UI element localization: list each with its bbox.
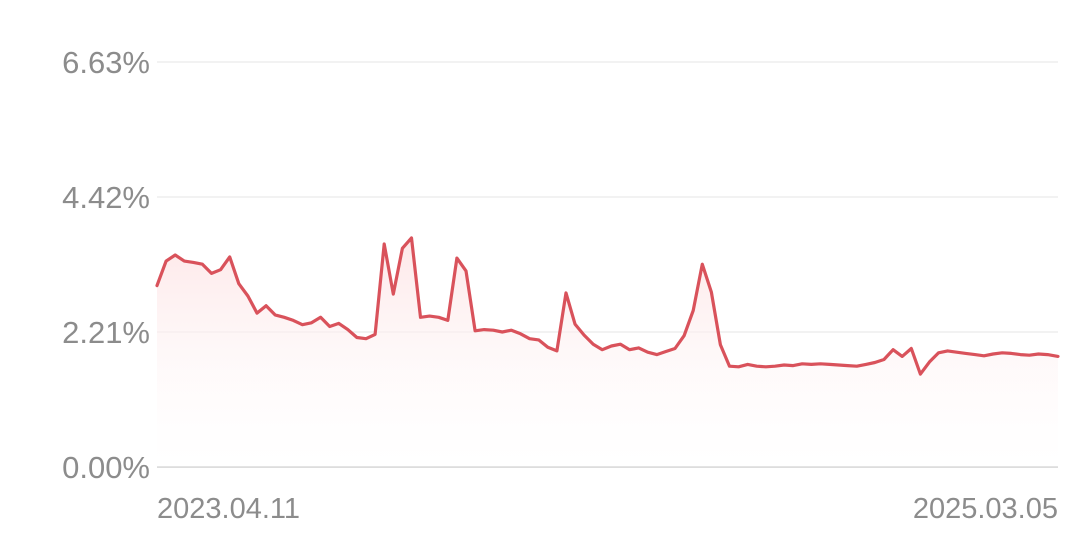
series-area-fill [157,237,1058,467]
y-axis-tick-labels: 6.63% 4.42% 2.21% 0.00% [62,45,150,485]
y-tick-label: 4.42% [62,180,150,215]
y-tick-label: 2.21% [62,315,150,350]
y-tick-label: 6.63% [62,45,150,80]
y-tick-label: 0.00% [62,450,150,485]
series-line [155,236,1060,376]
x-tick-label-start: 2023.04.11 [157,493,300,525]
x-axis-tick-labels: 2023.04.11 2025.03.05 [157,493,1058,525]
x-tick-label-end: 2025.03.05 [913,493,1058,525]
